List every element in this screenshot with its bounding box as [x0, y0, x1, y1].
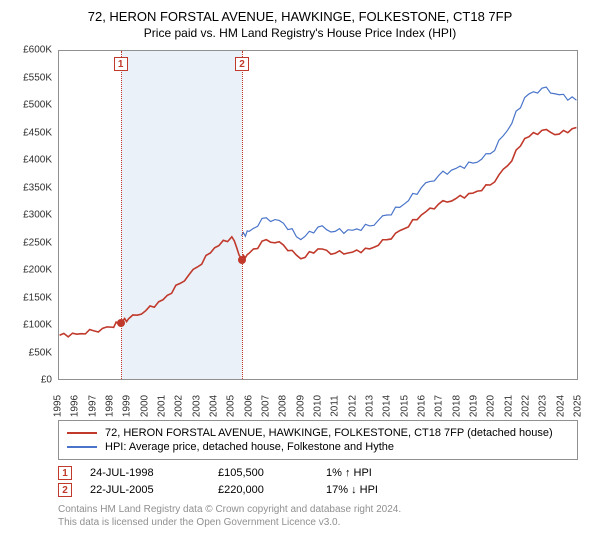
- x-tick-label: 2014: [382, 395, 393, 417]
- sale-row-marker: 1: [58, 466, 72, 480]
- x-tick-label: 2012: [347, 395, 358, 417]
- x-tick-label: 1996: [70, 395, 81, 417]
- x-tick-label: 2013: [365, 395, 376, 417]
- y-tick-label: £550K: [23, 72, 52, 83]
- sale-vline: [242, 51, 243, 379]
- series-hpi: [241, 87, 576, 240]
- sale-dot: [117, 319, 125, 327]
- legend: 72, HERON FORSTAL AVENUE, HAWKINGE, FOLK…: [58, 420, 578, 460]
- legend-swatch: [67, 432, 97, 434]
- series-property: [60, 128, 577, 337]
- sale-date: 22-JUL-2005: [90, 484, 200, 496]
- plot-region: 12: [58, 50, 578, 380]
- x-tick-label: 1999: [122, 395, 133, 417]
- legend-swatch: [67, 446, 97, 448]
- x-tick-label: 2004: [209, 395, 220, 417]
- y-tick-label: £0: [41, 375, 52, 386]
- y-tick-label: £400K: [23, 155, 52, 166]
- y-tick-label: £150K: [23, 292, 52, 303]
- sale-price: £220,000: [218, 484, 308, 496]
- sale-price: £105,500: [218, 467, 308, 479]
- y-tick-label: £600K: [23, 45, 52, 56]
- x-tick-label: 2019: [469, 395, 480, 417]
- y-tick-label: £50K: [29, 347, 52, 358]
- x-tick-label: 2018: [451, 395, 462, 417]
- chart-area: £0 £50K £100K £150K £200K £250K £300K £350K £400…: [12, 46, 588, 416]
- x-tick-label: 2020: [486, 395, 497, 417]
- x-tick-label: 2010: [313, 395, 324, 417]
- x-tick-label: 2023: [538, 395, 549, 417]
- footnote-line1: Contains HM Land Registry data © Crown c…: [58, 503, 588, 516]
- y-axis: £0£50K£100K£150K£200K£250K£300K£350K£400…: [12, 50, 56, 380]
- sale-marker-2: 2: [235, 57, 249, 71]
- legend-label: HPI: Average price, detached house, Folk…: [105, 441, 394, 453]
- y-tick-label: £500K: [23, 100, 52, 111]
- x-tick-label: 2005: [226, 395, 237, 417]
- x-tick-label: 2006: [243, 395, 254, 417]
- y-tick-label: £100K: [23, 320, 52, 331]
- x-tick-label: 2003: [191, 395, 202, 417]
- sale-hpi: 1% ↑ HPI: [326, 467, 416, 479]
- sale-row: 1 24-JUL-1998 £105,500 1% ↑ HPI: [58, 466, 578, 480]
- x-tick-label: 1998: [105, 395, 116, 417]
- y-tick-label: £200K: [23, 265, 52, 276]
- chart-title: 72, HERON FORSTAL AVENUE, HAWKINGE, FOLK…: [12, 8, 588, 26]
- legend-label: 72, HERON FORSTAL AVENUE, HAWKINGE, FOLK…: [105, 427, 553, 439]
- x-tick-label: 2011: [330, 395, 341, 417]
- x-tick-label: 2025: [573, 395, 584, 417]
- sales-table: 1 24-JUL-1998 £105,500 1% ↑ HPI 2 22-JUL-2005…: [58, 466, 578, 497]
- x-tick-label: 2007: [261, 395, 272, 417]
- y-tick-label: £450K: [23, 127, 52, 138]
- x-tick-label: 2008: [278, 395, 289, 417]
- sale-row: 2 22-JUL-2005 £220,000 17% ↓ HPI: [58, 483, 578, 497]
- x-tick-label: 2016: [417, 395, 428, 417]
- footnote: Contains HM Land Registry data © Crown c…: [58, 503, 588, 529]
- x-tick-label: 1997: [87, 395, 98, 417]
- x-tick-label: 2001: [157, 395, 168, 417]
- x-tick-label: 2022: [521, 395, 532, 417]
- line-series: [59, 51, 577, 379]
- y-tick-label: £250K: [23, 237, 52, 248]
- y-tick-label: £350K: [23, 182, 52, 193]
- sale-row-marker: 2: [58, 483, 72, 497]
- x-tick-label: 2017: [434, 395, 445, 417]
- x-tick-label: 2021: [503, 395, 514, 417]
- x-tick-label: 2015: [399, 395, 410, 417]
- x-tick-label: 2009: [295, 395, 306, 417]
- x-axis: 1995199619971998199920002001200220032004…: [58, 382, 578, 412]
- sale-marker-1: 1: [114, 57, 128, 71]
- x-tick-label: 2002: [174, 395, 185, 417]
- legend-row: HPI: Average price, detached house, Folk…: [67, 441, 569, 453]
- x-tick-label: 2000: [139, 395, 150, 417]
- sale-hpi: 17% ↓ HPI: [326, 484, 416, 496]
- y-tick-label: £300K: [23, 210, 52, 221]
- footnote-line2: This data is licensed under the Open Gov…: [58, 516, 588, 529]
- x-tick-label: 1995: [53, 395, 64, 417]
- sale-vline: [121, 51, 122, 379]
- legend-row: 72, HERON FORSTAL AVENUE, HAWKINGE, FOLK…: [67, 427, 569, 439]
- sale-dot: [238, 256, 246, 264]
- chart-subtitle: Price paid vs. HM Land Registry's House …: [12, 26, 588, 40]
- sale-date: 24-JUL-1998: [90, 467, 200, 479]
- x-tick-label: 2024: [555, 395, 566, 417]
